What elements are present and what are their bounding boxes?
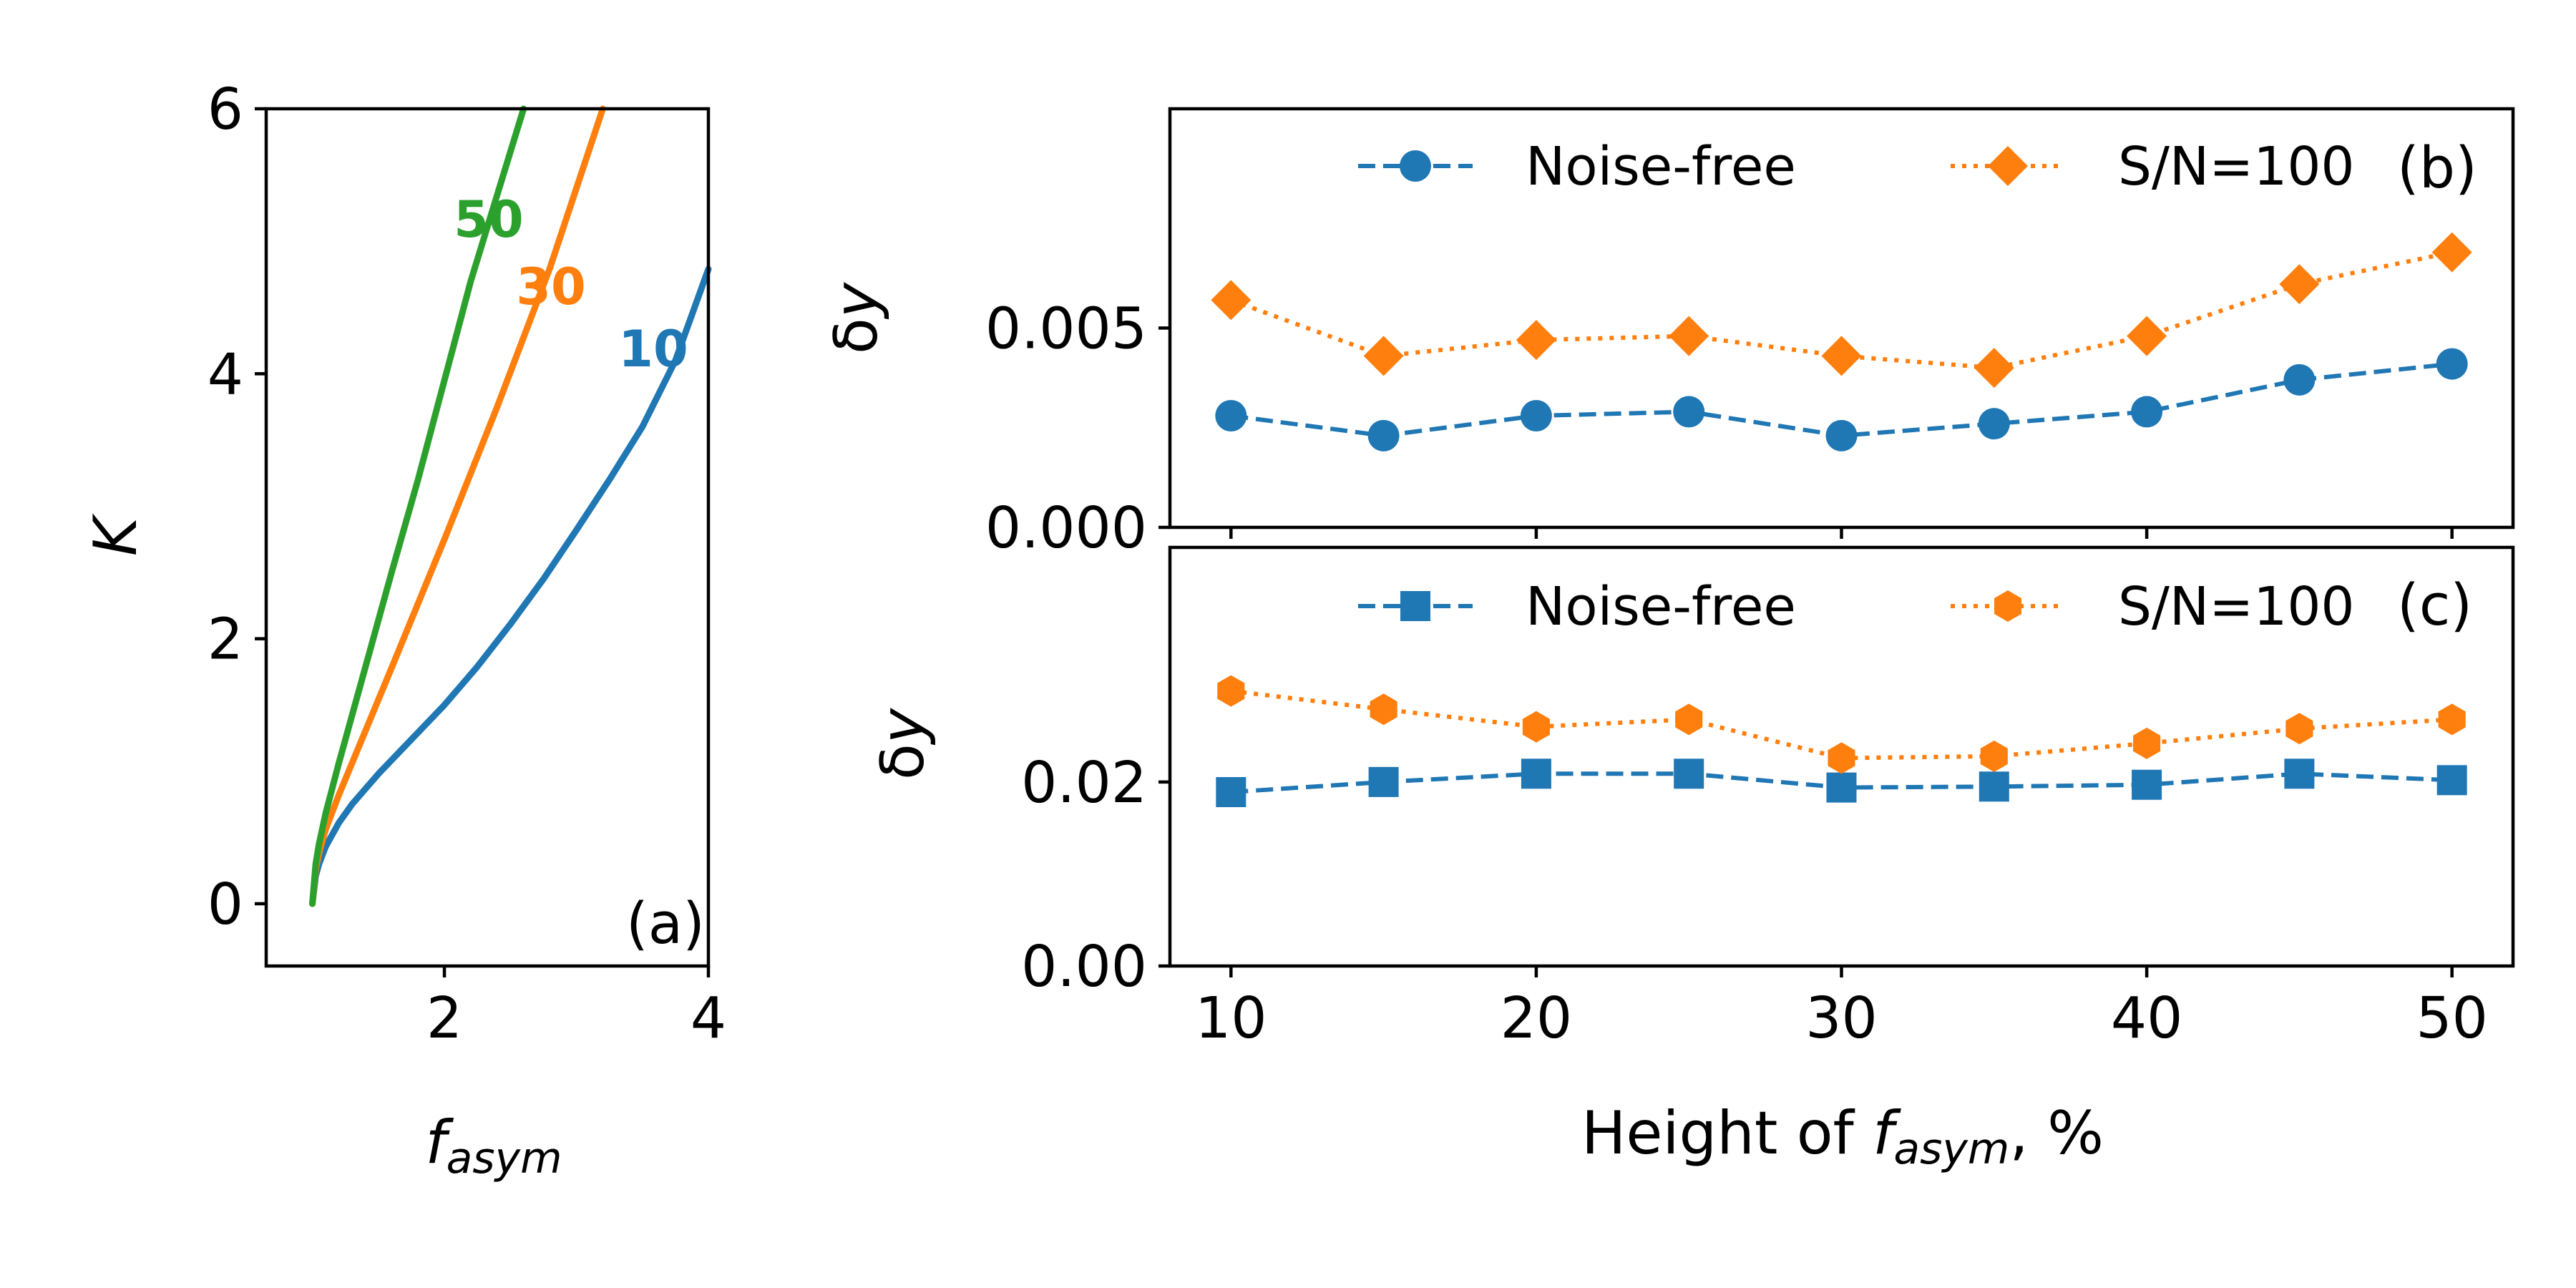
- panel-c-y-axis-label: δy: [868, 707, 937, 780]
- panel-b-sn100-point: [1974, 348, 2014, 389]
- curve-label-10: 10: [618, 320, 688, 379]
- panel-c-sn100-point: [1522, 711, 1550, 743]
- panel-b-noise-free-point: [1978, 408, 2010, 440]
- panel-b-noise-free-point: [1367, 419, 1400, 452]
- curve-50: [309, 105, 527, 907]
- panel-c-noise-free-point: [1216, 777, 1246, 807]
- panel-b-y-tick-label: 0.005: [985, 296, 1147, 361]
- panel-c-sn100-point: [2133, 727, 2161, 759]
- panel-b-sn100-point: [1211, 280, 1252, 321]
- panel-b-noise-free-point: [2283, 364, 2316, 396]
- legend-c-sn-label: S/N=100: [2118, 576, 2355, 638]
- panel-a-frame: [264, 107, 711, 968]
- panel-a-y-tick-label: 4: [208, 341, 243, 407]
- curve-label-30: 30: [516, 258, 585, 316]
- legend-b-sn-marker: [1988, 146, 2028, 186]
- panel-b-noise-free-point: [2131, 396, 2163, 428]
- panel-a-y-tick-label: 6: [208, 77, 243, 142]
- panel-b-noise-free-point: [1825, 419, 1858, 452]
- panel-c-ticks: [1158, 780, 2454, 977]
- panel-c-noise-free-point: [2284, 758, 2315, 789]
- panel-c-sn100-point: [2285, 713, 2313, 745]
- legend-c-noise-free-marker: [1400, 591, 1430, 621]
- panel-b-y-axis-label: δy: [821, 281, 891, 354]
- panel-c-noise-free-point: [2132, 769, 2162, 800]
- panel-c-label: (c): [2397, 572, 2472, 638]
- panel-b-sn100-point: [1363, 336, 1404, 376]
- panel-b-y-tick-label: 0.000: [985, 495, 1147, 561]
- panel-b-noise-free-point: [2436, 348, 2468, 380]
- curve-label-50: 50: [454, 190, 523, 249]
- panel-a-ticks: [255, 107, 711, 977]
- panel-b-legend: Noise-free S/N=100: [1358, 136, 2355, 197]
- panel-c-y-tick-label: 0.00: [1021, 934, 1147, 1000]
- panel-b-sn100-point: [2279, 264, 2320, 305]
- panel-c: 10 20 30 40 50 0.00 0.02 Noise-free S/N=100 (c…: [868, 545, 2515, 1174]
- legend-b-sn-label: S/N=100: [2118, 136, 2355, 197]
- panel-c-x-tick-label: 30: [1805, 985, 1878, 1051]
- panel-b-frame: [1168, 107, 2515, 530]
- panel-c-noise-free-point: [1979, 771, 2009, 802]
- panel-b-sn100-point: [1821, 336, 1862, 376]
- panel-a-x-axis-label: fasym: [425, 1108, 562, 1184]
- panel-b-series: [1211, 232, 2472, 452]
- panel-c-sn100-point: [2438, 703, 2466, 736]
- panel-c-sn100-point: [1675, 703, 1703, 736]
- panel-c-x-tick-label: 10: [1195, 985, 1267, 1051]
- panel-c-frame: [1168, 545, 2515, 968]
- panel-b-sn100-point: [1516, 320, 1556, 361]
- panel-b-sn100-point: [2127, 316, 2167, 356]
- panel-c-x-tick-label: 40: [2111, 985, 2183, 1051]
- panel-b-noise-free-point: [1520, 400, 1552, 431]
- panel-c-sn100-point: [1980, 740, 2008, 772]
- panel-a-x-tick-label: 4: [691, 985, 726, 1051]
- panel-b-label: (b): [2397, 135, 2477, 201]
- panel-c-x-tick-label: 50: [2416, 985, 2488, 1051]
- panel-c-tick-labels: 10 20 30 40 50 0.00 0.02: [1021, 750, 2488, 1051]
- panel-b-noise-free-point: [1215, 400, 1247, 431]
- panel-c-noise-free-point: [1368, 766, 1399, 797]
- panel-a-y-tick-label: 0: [208, 872, 243, 937]
- panel-a-label: (a): [626, 891, 705, 957]
- panel-c-series: [1216, 675, 2467, 807]
- panel-b-tick-labels: 0.000 0.005: [985, 296, 1147, 561]
- panel-c-noise-free-point: [1826, 772, 1857, 803]
- panel-c-sn100-point: [1370, 693, 1397, 726]
- curve-10: [309, 265, 712, 907]
- panel-c-legend: Noise-free S/N=100: [1358, 576, 2355, 638]
- legend-b-noise-free-label: Noise-free: [1526, 136, 1796, 197]
- panel-c-sn100-point: [1217, 675, 1245, 707]
- legend-c-noise-free-label: Noise-free: [1526, 576, 1796, 638]
- panel-c-noise-free-point: [1521, 758, 1551, 789]
- panel-c-x-axis-label: Height of fasym, %: [1581, 1098, 2104, 1174]
- panel-c-noise-free-point: [1674, 758, 1704, 789]
- panel-a-curves: [309, 105, 712, 907]
- panel-a-x-tick-label: 2: [426, 985, 462, 1051]
- legend-c-sn-marker: [1994, 590, 2021, 622]
- legend-b-noise-free-marker: [1400, 150, 1431, 182]
- panel-c-sn100-point: [1828, 742, 1855, 774]
- panel-b: 0.000 0.005 Noise-free S/N=100 (b) δy: [821, 107, 2515, 561]
- panel-b-sn100-point: [1669, 316, 1709, 356]
- panel-b-noise-free-point: [1673, 396, 1705, 428]
- panel-a-y-tick-label: 2: [208, 607, 243, 673]
- panel-c-y-tick-label: 0.02: [1021, 750, 1147, 816]
- panel-a-tick-labels: 2 4 0 2 4 6: [208, 77, 726, 1051]
- panel-b-sn100-point: [2431, 232, 2472, 273]
- panel-a-y-axis-label: K: [81, 513, 150, 556]
- panel-b-ticks: [1158, 326, 2454, 539]
- panel-c-noise-free-point: [2436, 765, 2467, 796]
- panel-a: 2 4 0 2 4 6 50 30 10 (a) fasym K: [81, 77, 726, 1184]
- panel-c-x-tick-label: 20: [1501, 985, 1573, 1051]
